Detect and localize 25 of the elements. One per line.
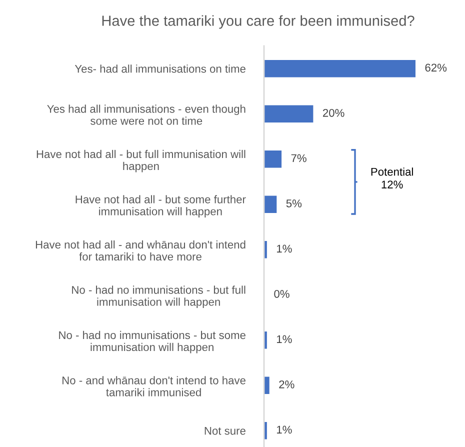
data-label: 1% xyxy=(277,426,292,434)
bar xyxy=(264,150,282,168)
data-label: 5% xyxy=(286,200,302,208)
y-tick-label: No - had no immunisations - but full immunisation will happen xyxy=(72,286,246,308)
y-tick-label: Have not had all - but some further immunisation will happen xyxy=(76,195,246,218)
bar xyxy=(264,196,277,214)
y-tick-label: No - and whānau don't intend to have tamariki immunised xyxy=(62,376,246,396)
bar xyxy=(264,105,314,123)
chart-title: Have the tamariki you care for been immunised? xyxy=(102,15,414,29)
bar xyxy=(264,376,270,394)
y-tick-label: Yes- had all immunisations on time xyxy=(74,64,246,73)
data-label: 62% xyxy=(425,64,447,72)
bar xyxy=(264,60,416,78)
data-label: 7% xyxy=(291,154,306,162)
data-label: 20% xyxy=(322,108,344,117)
y-tick-label: Have not had all - but full immunisation will happen xyxy=(36,150,246,172)
y-tick-label: Yes had all immunisations - even though some were not on time xyxy=(47,104,246,125)
data-label: 0% xyxy=(274,290,290,298)
y-tick-label: Not sure xyxy=(204,427,246,435)
data-label: 1% xyxy=(277,244,292,253)
annotation: Potential 12% xyxy=(371,168,413,188)
data-label: 1% xyxy=(277,335,292,344)
y-tick-label: No - had no immunisations - but some immunisation will happen xyxy=(59,330,246,354)
y-tick-label: Have not had all - and whānau don't intend for tamariki to have more xyxy=(36,240,246,261)
data-label: 2% xyxy=(279,380,294,388)
